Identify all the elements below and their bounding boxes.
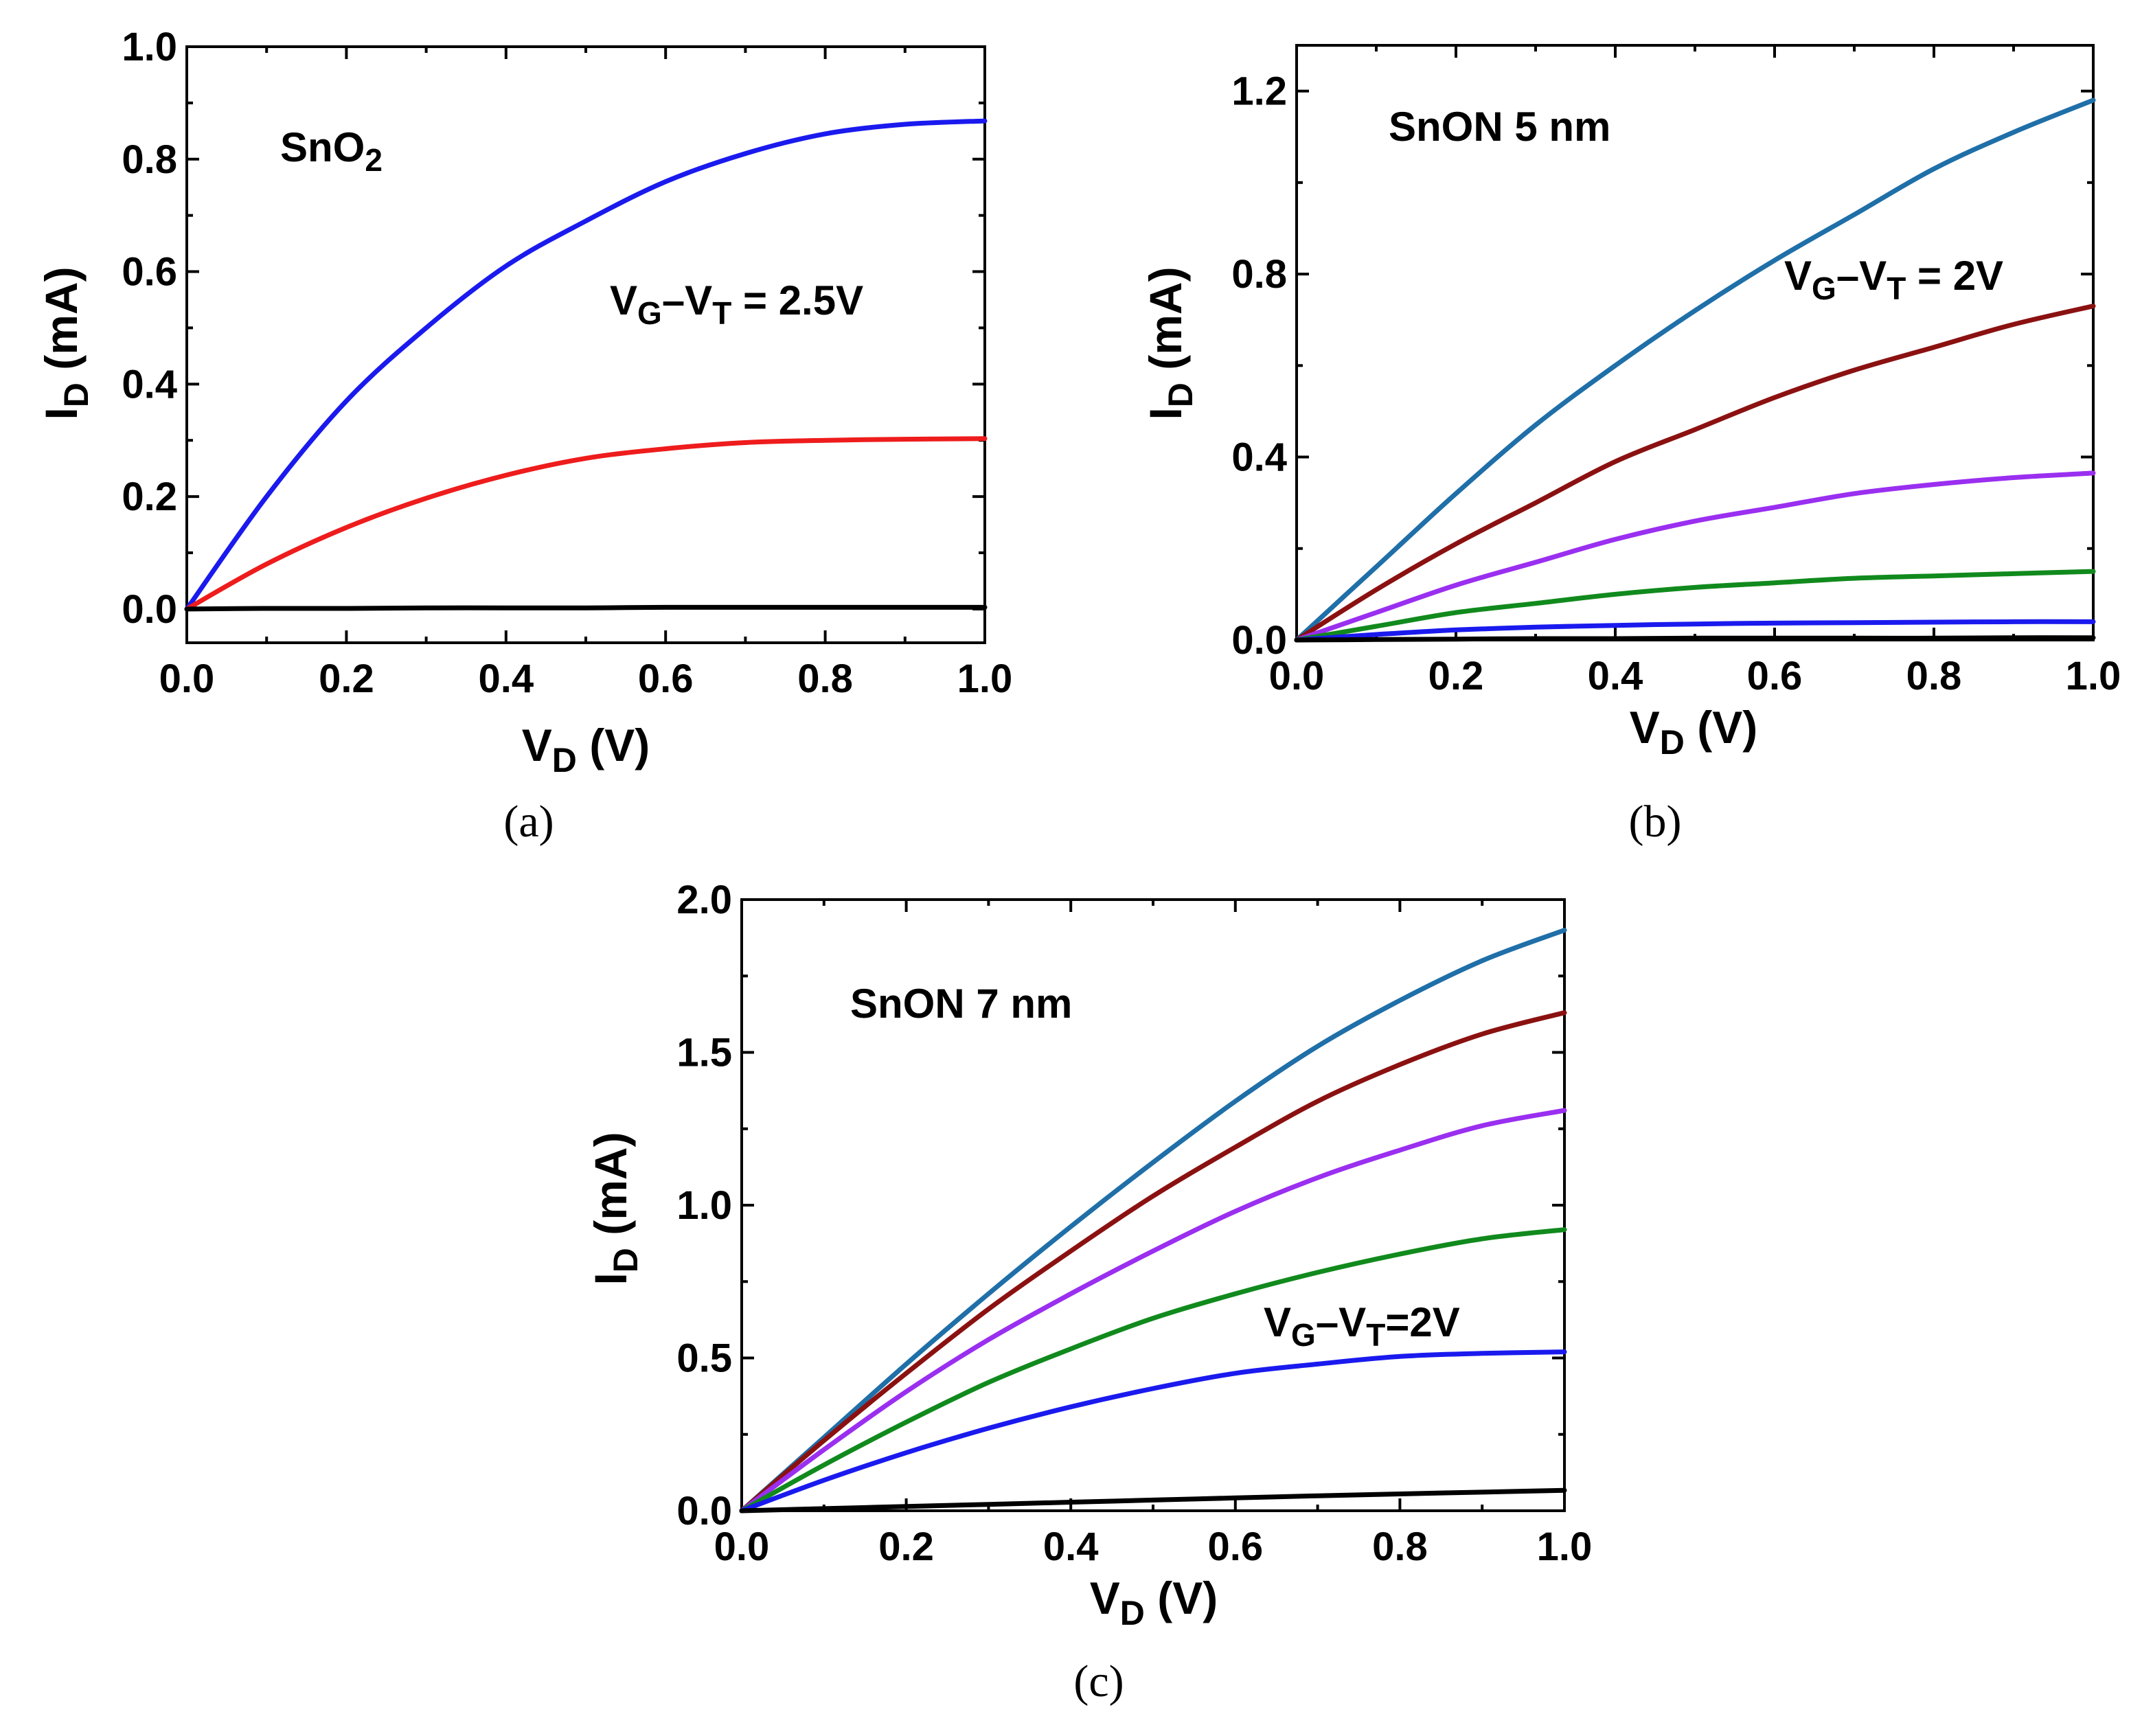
y-tick-label-c: 1.5 (676, 1031, 732, 1075)
y-axis-title-a: ID (mA) (36, 266, 95, 420)
annotation-c: VG–VT=2V (1264, 1299, 1460, 1353)
caption-c: (c) (1073, 1656, 1124, 1706)
caption-a: (a) (503, 797, 554, 847)
series-line-teal-b (1294, 98, 2096, 643)
x-tick-label-b: 0.0 (1269, 654, 1325, 698)
y-tick-label-b: 0.0 (1231, 618, 1287, 663)
x-axis-title-a: VD (V) (522, 720, 650, 779)
series-line-violet-b (1294, 470, 2096, 643)
y-tick-label-b: 1.2 (1231, 69, 1287, 114)
y-tick-label-a: 0.0 (122, 587, 177, 632)
series-group-a (184, 118, 988, 612)
x-tick-label-c: 0.6 (1207, 1524, 1263, 1569)
series-line-blue-b (1294, 619, 2096, 643)
x-tick-label-c: 0.8 (1372, 1524, 1428, 1569)
series-group-c (739, 928, 1567, 1514)
series-line-violet-c (739, 1108, 1567, 1514)
series-line-black-a (184, 604, 988, 612)
y-tick-label-c: 2.0 (676, 878, 732, 922)
series-line-red-a (184, 436, 988, 612)
y-tick-labels-a: 0.0 0.2 0.4 0.6 0.8 1.0 (122, 25, 177, 632)
x-tick-label-b: 0.4 (1588, 654, 1643, 698)
x-tick-label-c: 0.4 (1043, 1524, 1099, 1569)
y-tick-label-a: 0.4 (122, 362, 177, 407)
panel-title-a: SnO2 (280, 124, 383, 178)
series-line-blue-a (184, 118, 988, 612)
x-tick-label-a: 0.2 (319, 656, 374, 701)
annotation-a: VG–VT = 2.5V (610, 277, 863, 331)
y-tick-label-c: 0.5 (676, 1336, 732, 1381)
panel-a: 0.0 0.2 0.4 0.6 0.8 1.0 0.0 0.2 0.4 0.6 0.8 1.0 Sn… (36, 25, 1012, 847)
series-group-b (1294, 98, 2096, 643)
caption-b: (b) (1629, 797, 1682, 847)
tick-marks-c (740, 898, 1566, 1512)
series-line-dark-red-c (739, 1010, 1567, 1514)
x-axis-title-c: VD (V) (1090, 1573, 1218, 1632)
y-axis-title-c: ID (mA) (585, 1132, 645, 1285)
x-tick-label-b: 1.0 (2066, 654, 2121, 698)
y-tick-label-a: 0.2 (122, 475, 177, 519)
y-tick-labels-b: 0.0 0.4 0.8 1.2 (1231, 69, 1287, 663)
series-line-black-c (739, 1487, 1567, 1514)
series-line-green-b (1294, 569, 2096, 643)
x-tick-label-c: 0.0 (714, 1524, 770, 1569)
x-tick-labels-b: 0.0 0.2 0.4 0.6 0.8 1.0 (1269, 654, 2121, 698)
x-tick-label-a: 0.8 (797, 656, 853, 701)
series-line-teal-c (739, 928, 1567, 1514)
x-tick-label-a: 0.4 (478, 656, 534, 701)
series-line-green-c (739, 1227, 1567, 1514)
y-tick-label-b: 0.4 (1231, 435, 1287, 480)
series-line-blue-c (739, 1349, 1567, 1514)
x-tick-labels-c: 0.0 0.2 0.4 0.6 0.8 1.0 (714, 1524, 1593, 1569)
panel-b: 0.0 0.2 0.4 0.6 0.8 1.0 0.0 0.4 0.8 1.2 SnON 5 n… (1140, 44, 2121, 847)
panel-title-b: SnON 5 nm (1389, 104, 1610, 150)
y-tick-labels-c: 0.0 0.5 1.0 1.5 2.0 (676, 878, 732, 1533)
x-tick-label-c: 1.0 (1537, 1524, 1593, 1569)
panel-c: 0.0 0.2 0.4 0.6 0.8 1.0 0.0 0.5 1.0 1.5 2.0 SnON … (585, 878, 1592, 1706)
x-tick-label-a: 0.0 (159, 656, 215, 701)
y-tick-label-a: 0.6 (122, 250, 177, 295)
x-tick-label-b: 0.2 (1428, 654, 1484, 698)
x-tick-label-a: 1.0 (957, 656, 1013, 701)
y-tick-label-c: 1.0 (676, 1183, 732, 1228)
x-axis-title-b: VD (V) (1630, 702, 1757, 762)
x-tick-labels-a: 0.0 0.2 0.4 0.6 0.8 1.0 (159, 656, 1013, 701)
y-axis-title-b: ID (mA) (1140, 266, 1200, 420)
x-tick-label-a: 0.6 (638, 656, 694, 701)
y-tick-label-a: 0.8 (122, 137, 177, 182)
annotation-b: VG–VT = 2V (1784, 253, 2003, 306)
x-tick-label-b: 0.6 (1747, 654, 1803, 698)
panel-title-c: SnON 7 nm (850, 981, 1072, 1027)
y-tick-label-a: 1.0 (122, 25, 177, 69)
y-tick-label-c: 0.0 (676, 1489, 732, 1533)
series-line-dark-red-b (1294, 304, 2096, 643)
y-tick-label-b: 0.8 (1231, 252, 1287, 297)
x-tick-label-c: 0.2 (878, 1524, 934, 1569)
x-tick-label-b: 0.8 (1906, 654, 1962, 698)
series-line-black-b (1294, 635, 2096, 643)
